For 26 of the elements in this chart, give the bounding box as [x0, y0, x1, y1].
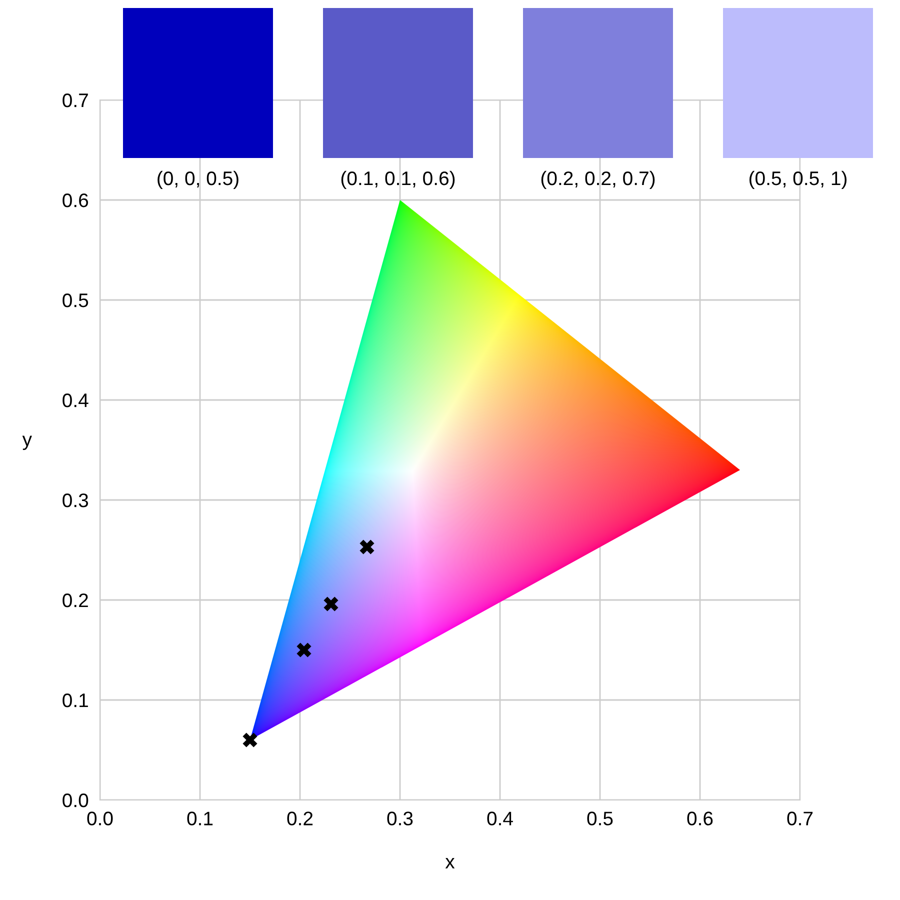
category-label: (0.5, 0.5, 1) [749, 170, 847, 190]
x-tick-label: 0.2 [287, 812, 313, 826]
point [242, 732, 258, 748]
category-label: (0.2, 0.2, 0.7) [541, 170, 655, 190]
y-tick-label: 0.5 [62, 293, 88, 308]
x-axis-title: x [445, 858, 455, 868]
y-tick-label: 0.4 [62, 393, 88, 408]
category-label: (0, 0, 0.5) [158, 170, 238, 190]
y-axis-title: y [22, 436, 32, 450]
point [360, 540, 374, 554]
x-tick-label: 0.5 [587, 812, 613, 826]
x-tick-label: 0.4 [487, 812, 513, 826]
x-tick-label: 0.0 [87, 812, 113, 826]
y-tick-label: 0.2 [62, 593, 88, 608]
y-tick-label: 0.7 [62, 93, 88, 108]
y-tick-label: 0.3 [62, 493, 88, 508]
y-tick-label: 0.1 [62, 693, 88, 708]
x-tick-label: 0.3 [387, 812, 413, 826]
x-tick-label: 0.1 [187, 812, 213, 826]
x-tick-label: 0.7 [787, 812, 813, 826]
point [324, 596, 338, 612]
point [296, 642, 312, 658]
x-tick-label: 0.6 [687, 812, 713, 826]
y-tick-label: 0.6 [62, 193, 88, 208]
y-tick-label: 0.0 [62, 793, 88, 808]
category-label: (0.1, 0.1, 0.6) [341, 170, 455, 190]
